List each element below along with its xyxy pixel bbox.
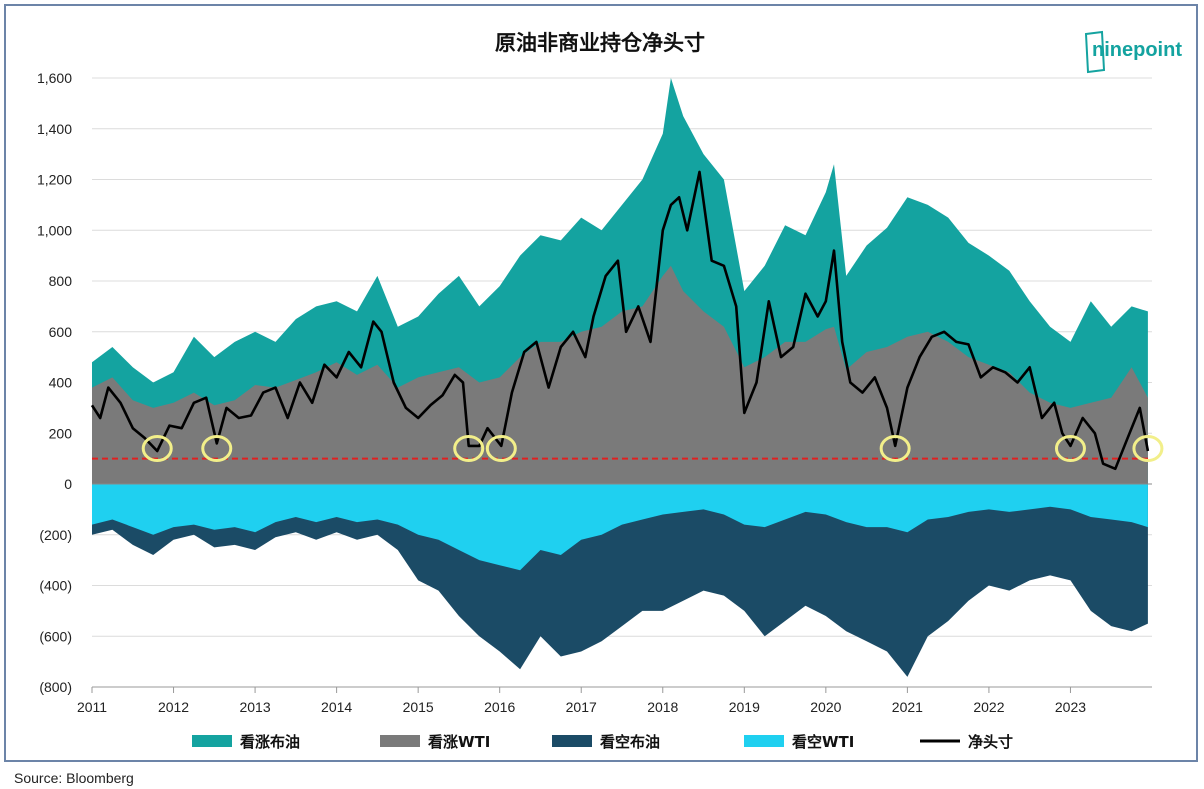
x-tick-label: 2015 bbox=[403, 699, 434, 715]
x-tick-label: 2018 bbox=[647, 699, 678, 715]
y-tick-label: 800 bbox=[49, 273, 73, 289]
y-tick-label: 1,400 bbox=[37, 121, 72, 137]
highlight-circle bbox=[1054, 434, 1086, 462]
y-tick-label: 1,600 bbox=[37, 70, 72, 86]
legend-label: 看空WTI bbox=[792, 733, 854, 751]
x-tick-label: 2020 bbox=[810, 699, 841, 715]
x-tick-label: 2022 bbox=[973, 699, 1004, 715]
y-tick-label: (400) bbox=[39, 578, 72, 594]
y-tick-label: 1,000 bbox=[37, 222, 72, 238]
source-note: Source: Bloomberg bbox=[14, 770, 134, 786]
legend-label: 看涨WTI bbox=[428, 733, 490, 751]
y-tick-label: 200 bbox=[49, 425, 73, 441]
highlight-circle bbox=[453, 434, 485, 462]
area-long-wti bbox=[92, 265, 1148, 484]
legend-swatch bbox=[192, 735, 232, 747]
area-short-wti bbox=[92, 484, 1148, 571]
x-tick-label: 2019 bbox=[729, 699, 760, 715]
y-tick-label: (200) bbox=[39, 527, 72, 543]
highlight-circles bbox=[141, 434, 1164, 462]
highlight-circle bbox=[879, 434, 911, 462]
legend-label: 看涨布油 bbox=[240, 733, 300, 751]
x-tick-label: 2012 bbox=[158, 699, 189, 715]
chart-title: 原油非商业持仓净头寸 bbox=[495, 31, 705, 55]
highlight-circle bbox=[1132, 434, 1164, 462]
net-position-series bbox=[90, 170, 1150, 471]
x-axis-ticks: 2011 2012 2013 2014 2015 2016 2017 2018 2019 2020… bbox=[77, 686, 1152, 715]
area-series bbox=[92, 78, 1148, 677]
y-tick-label: (800) bbox=[39, 679, 72, 695]
ninepoint-logo: ninepoint bbox=[1082, 30, 1188, 74]
legend-label: 看空布油 bbox=[600, 733, 660, 751]
x-tick-label: 2014 bbox=[321, 699, 352, 715]
y-axis-ticks: 1,600 1,400 1,200 1,000 800 600 400 200 0 (200) (4… bbox=[37, 70, 72, 695]
y-tick-label: 1,200 bbox=[37, 172, 72, 188]
legend-label: 净头寸 bbox=[968, 733, 1013, 751]
highlight-circle bbox=[485, 434, 517, 462]
net-position-line bbox=[90, 170, 1150, 471]
logo-text: ninepoint bbox=[1092, 39, 1182, 61]
y-tick-label: 0 bbox=[64, 476, 72, 492]
y-tick-label: (600) bbox=[39, 628, 72, 644]
highlight-circle bbox=[201, 434, 233, 462]
y-tick-label: 600 bbox=[49, 324, 73, 340]
x-tick-label: 2017 bbox=[566, 699, 597, 715]
legend: 看涨布油 看涨WTI 看空布油 看空WTI 净头寸 bbox=[192, 733, 1013, 751]
x-tick-label: 2013 bbox=[239, 699, 270, 715]
y-tick-label: 400 bbox=[49, 375, 73, 391]
highlight-circle bbox=[141, 434, 173, 462]
legend-swatch bbox=[744, 735, 784, 747]
x-tick-label: 2011 bbox=[77, 699, 107, 715]
legend-swatch bbox=[380, 735, 420, 747]
x-tick-label: 2016 bbox=[484, 699, 515, 715]
x-tick-label: 2023 bbox=[1055, 699, 1086, 715]
area-short-brent bbox=[92, 484, 1148, 677]
legend-swatch bbox=[552, 735, 592, 747]
x-tick-label: 2021 bbox=[892, 699, 923, 715]
